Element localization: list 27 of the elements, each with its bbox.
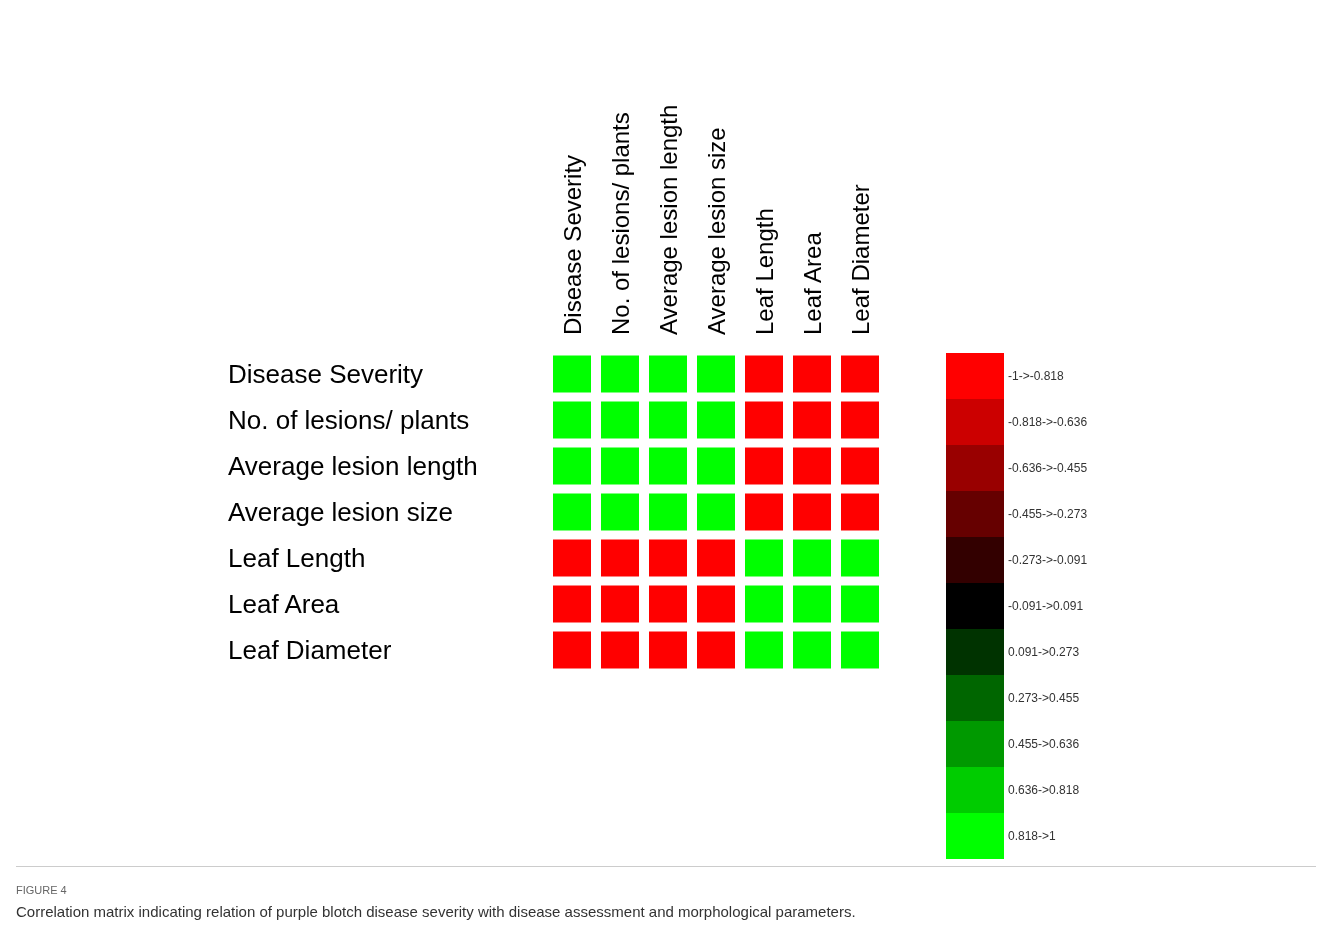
text: Correlation matrix indicating relation of purple blotch disease severity with disease assessment and morphological parameters. — [16, 903, 856, 920]
y-tick-label: Leaf Area — [228, 589, 340, 619]
color-bar-label: -0.091->0.091 — [1008, 599, 1084, 613]
color-bar-label: -1->-0.818 — [1008, 369, 1065, 384]
x-tick-label: Leaf Diameter — [846, 184, 874, 335]
color-bar-label: 0.273->0.455 — [1008, 691, 1080, 706]
x-tick-label: No. of lesions/ plants — [606, 112, 634, 335]
color-bar-label: 0.455->0.636 — [1008, 737, 1080, 752]
color-bar-label: -0.818->-0.636 — [1008, 415, 1088, 430]
color-bar-label: -0.455->-0.273 — [1008, 506, 1088, 521]
y-tick-label: Disease Severity — [228, 359, 424, 389]
x-tick-label: Leaf Length — [750, 208, 778, 335]
x-tick-label: Disease Severity — [558, 154, 586, 335]
y-tick-label: Leaf Diameter — [228, 635, 392, 665]
color-bar-label: 0.818->1 — [1008, 828, 1057, 843]
y-tick-label: No. of lesions/ plants — [228, 405, 470, 435]
color-bar-label: -0.273->-0.091 — [1008, 552, 1088, 567]
x-tick-label: Average lesion length — [654, 104, 682, 335]
color-bar-label: 0.636->0.818 — [1008, 782, 1080, 797]
caption: FIGURE 4 — [16, 884, 67, 896]
color-bar-label: -0.636->-0.455 — [1008, 460, 1088, 475]
x-tick-label: Leaf Area — [798, 231, 826, 335]
x-tick-label: Average lesion size — [702, 127, 730, 335]
y-tick-label: Leaf Length — [228, 543, 366, 573]
y-tick-label: Average lesion size — [228, 497, 453, 527]
y-tick-label: Average lesion length — [228, 451, 478, 481]
color-bar-label: 0.091->0.273 — [1008, 645, 1080, 660]
